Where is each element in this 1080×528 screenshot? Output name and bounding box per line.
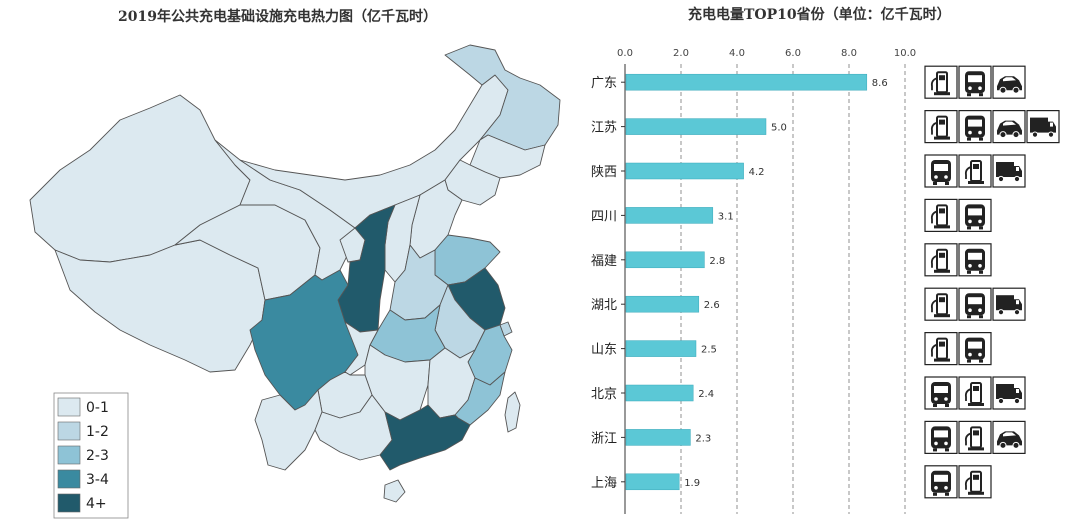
legend-swatch bbox=[57, 421, 81, 441]
bar-chart-title: 充电电量TOP10省份（单位：亿千瓦时） bbox=[688, 7, 951, 23]
legend-swatch bbox=[57, 445, 81, 465]
value-label: 8.6 bbox=[872, 78, 888, 89]
region-taiwan bbox=[504, 391, 521, 433]
car-icon bbox=[992, 109, 1026, 144]
charger-icon bbox=[924, 65, 958, 99]
bar-series: 广东 8.6 江苏 5.0 陕西 4.2 四川 3.1 福建 2.8 湖北 2.6 山东 2.5 北京 2.4… bbox=[591, 73, 888, 491]
charger-icon bbox=[924, 109, 958, 144]
category-label: 江苏 bbox=[591, 120, 617, 136]
legend-label: 0-1 bbox=[86, 400, 109, 416]
bus-icon bbox=[958, 109, 992, 144]
value-label: 5.0 bbox=[771, 123, 787, 134]
bar bbox=[625, 429, 691, 446]
legend-swatch bbox=[57, 469, 81, 489]
x-tick-label: 10.0 bbox=[894, 48, 916, 59]
map-legend: 0-1 1-2 2-3 3-4 4+ bbox=[53, 392, 129, 519]
category-label: 陕西 bbox=[591, 165, 617, 180]
bar bbox=[625, 473, 680, 491]
bus-icon bbox=[958, 332, 992, 366]
bar bbox=[625, 162, 744, 180]
truck-icon bbox=[992, 154, 1026, 188]
truck-icon bbox=[992, 376, 1026, 410]
truck-icon bbox=[992, 287, 1026, 321]
bar bbox=[625, 340, 697, 357]
bar bbox=[625, 118, 767, 135]
legend-swatch bbox=[57, 493, 81, 513]
car-icon bbox=[992, 420, 1026, 454]
value-label: 4.2 bbox=[749, 167, 765, 178]
category-label: 福建 bbox=[591, 254, 617, 269]
category-label: 湖北 bbox=[591, 298, 617, 313]
bus-icon bbox=[924, 154, 958, 188]
value-label: 1.9 bbox=[684, 478, 700, 489]
bar bbox=[625, 73, 868, 91]
charger-icon bbox=[958, 376, 992, 410]
legend-swatch bbox=[57, 397, 81, 417]
category-label: 山东 bbox=[591, 343, 617, 358]
charger-icon bbox=[924, 243, 958, 277]
category-label: 北京 bbox=[591, 387, 617, 402]
bus-icon bbox=[924, 465, 958, 499]
bar bbox=[625, 251, 705, 269]
china-map: 0-1 1-2 2-3 3-4 4+ bbox=[29, 44, 561, 519]
legend-label: 1-2 bbox=[86, 424, 109, 440]
bus-icon bbox=[924, 376, 958, 410]
map-title: 2019年公共充电基础设施充电热力图（亿千瓦时） bbox=[118, 9, 437, 25]
truck-icon bbox=[1026, 109, 1060, 144]
bar-chart: 0.0 2.0 4.0 6.0 8.0 10.0 广东 8.6 江苏 5.0 陕西 4.2 四川 3.1 福… bbox=[591, 48, 1060, 514]
charger-icon bbox=[958, 154, 992, 188]
x-tick-label: 4.0 bbox=[729, 48, 745, 59]
legend-label: 2-3 bbox=[86, 448, 109, 464]
bar bbox=[625, 295, 700, 313]
x-tick-label: 2.0 bbox=[673, 48, 689, 59]
value-label: 2.6 bbox=[704, 300, 720, 311]
bus-icon bbox=[958, 198, 992, 232]
category-label: 广东 bbox=[591, 76, 617, 91]
bus-icon bbox=[958, 243, 992, 277]
value-label: 2.3 bbox=[695, 433, 711, 444]
charger-icon bbox=[924, 287, 958, 321]
legend-label: 4+ bbox=[86, 496, 107, 512]
charger-icon bbox=[958, 420, 992, 454]
bar bbox=[625, 207, 714, 224]
bar bbox=[625, 384, 694, 402]
vehicle-icon-grid bbox=[924, 65, 1060, 499]
x-tick-label: 8.0 bbox=[841, 48, 857, 59]
value-label: 3.1 bbox=[718, 211, 734, 222]
x-tick-label: 6.0 bbox=[785, 48, 801, 59]
bus-icon bbox=[958, 65, 992, 99]
charger-icon bbox=[924, 198, 958, 232]
category-label: 浙江 bbox=[591, 431, 617, 446]
charger-icon bbox=[924, 332, 958, 366]
x-axis: 0.0 2.0 4.0 6.0 8.0 10.0 bbox=[617, 48, 916, 514]
charger-icon bbox=[958, 465, 992, 499]
category-label: 四川 bbox=[591, 209, 617, 224]
bar-chart-panel: 充电电量TOP10省份（单位：亿千瓦时） 0.0 2.0 4.0 6.0 8.0 10.0… bbox=[580, 0, 1080, 528]
value-label: 2.5 bbox=[701, 345, 717, 356]
legend-label: 3-4 bbox=[86, 472, 109, 488]
value-label: 2.4 bbox=[698, 389, 714, 400]
region-hainan bbox=[383, 479, 406, 503]
category-label: 上海 bbox=[591, 476, 617, 491]
bus-icon bbox=[958, 287, 992, 321]
value-label: 2.8 bbox=[709, 256, 725, 267]
car-icon bbox=[992, 65, 1026, 99]
x-tick-label: 0.0 bbox=[617, 48, 633, 59]
region-guangdong bbox=[379, 404, 471, 471]
bus-icon bbox=[924, 420, 958, 454]
heatmap-panel: 2019年公共充电基础设施充电热力图（亿千瓦时） bbox=[29, 9, 561, 519]
